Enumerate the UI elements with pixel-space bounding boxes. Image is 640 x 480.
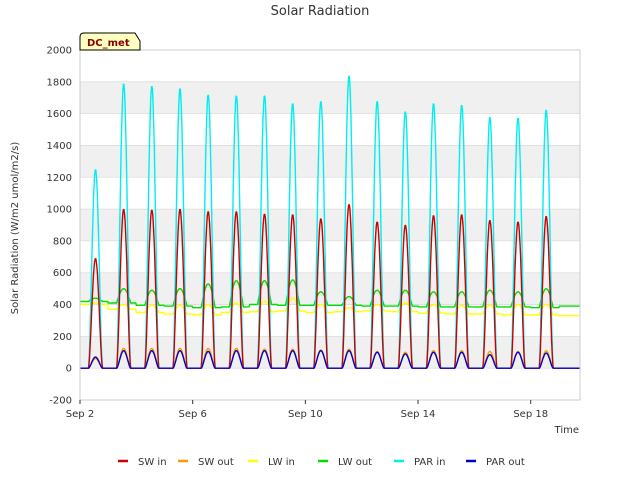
grid-band (80, 272, 580, 305)
series-line-par-out (79, 350, 580, 369)
series-layer (79, 75, 580, 369)
x-tick-label: Sep 2 (66, 409, 94, 420)
y-tick-label: 1200 (47, 173, 72, 184)
y-axis-ticks: -200 0 200 400 600 800 1000 1200 1400 1600 1800 200… (47, 46, 72, 407)
y-tick-label: 2000 (47, 46, 72, 57)
y-tick-label: -200 (49, 396, 72, 407)
dc-met-badge: DC_met (79, 32, 141, 51)
grid-band (80, 177, 580, 210)
grid-band (80, 113, 580, 146)
legend-label: LW in (268, 457, 295, 468)
badge-shape (79, 32, 141, 51)
y-axis-label: Solar Radiation (W/m2 umol/m2/s) (10, 142, 21, 315)
plot-frame (79, 49, 581, 401)
x-tick-label: Sep 6 (178, 409, 206, 420)
x-axis-ticks: Sep 2 Sep 6 Sep 10 Sep 14 Sep 18 (66, 400, 548, 420)
grid-bands (80, 50, 580, 401)
series-line-lw-out (79, 279, 580, 309)
grid-band (80, 304, 580, 337)
x-tick-label: Sep 18 (513, 409, 548, 420)
y-tick-label: 600 (53, 268, 72, 279)
legend-label: PAR out (486, 457, 525, 468)
legend: SW in SW out LW in LW out PAR in PAR out (118, 457, 525, 468)
y-tick-label: 400 (53, 300, 72, 311)
x-axis-label: Time (554, 425, 579, 436)
legend-label: LW out (338, 457, 372, 468)
x-tick-label: Sep 14 (401, 409, 436, 420)
badge-label: DC_met (87, 38, 130, 49)
y-tick-label: 200 (53, 332, 72, 343)
chart-title: Solar Radiation (271, 4, 370, 19)
legend-label: SW in (138, 457, 167, 468)
grid-band (80, 240, 580, 273)
series-line-lw-in (79, 297, 580, 317)
y-tick-label: 1000 (47, 205, 72, 216)
grid-band (80, 145, 580, 178)
y-tick-label: 1800 (47, 77, 72, 88)
x-tick-label: Sep 10 (288, 409, 323, 420)
grid-band (80, 81, 580, 114)
legend-label: PAR in (414, 457, 445, 468)
legend-label: SW out (198, 457, 234, 468)
y-tick-label: 0 (66, 364, 72, 375)
y-tick-label: 800 (53, 236, 72, 247)
grid-band (80, 336, 580, 369)
y-tick-label: 1600 (47, 109, 72, 120)
y-tick-label: 1400 (47, 141, 72, 152)
grid-band (80, 50, 580, 82)
grid-band (80, 209, 580, 241)
grid-band (80, 368, 580, 400)
